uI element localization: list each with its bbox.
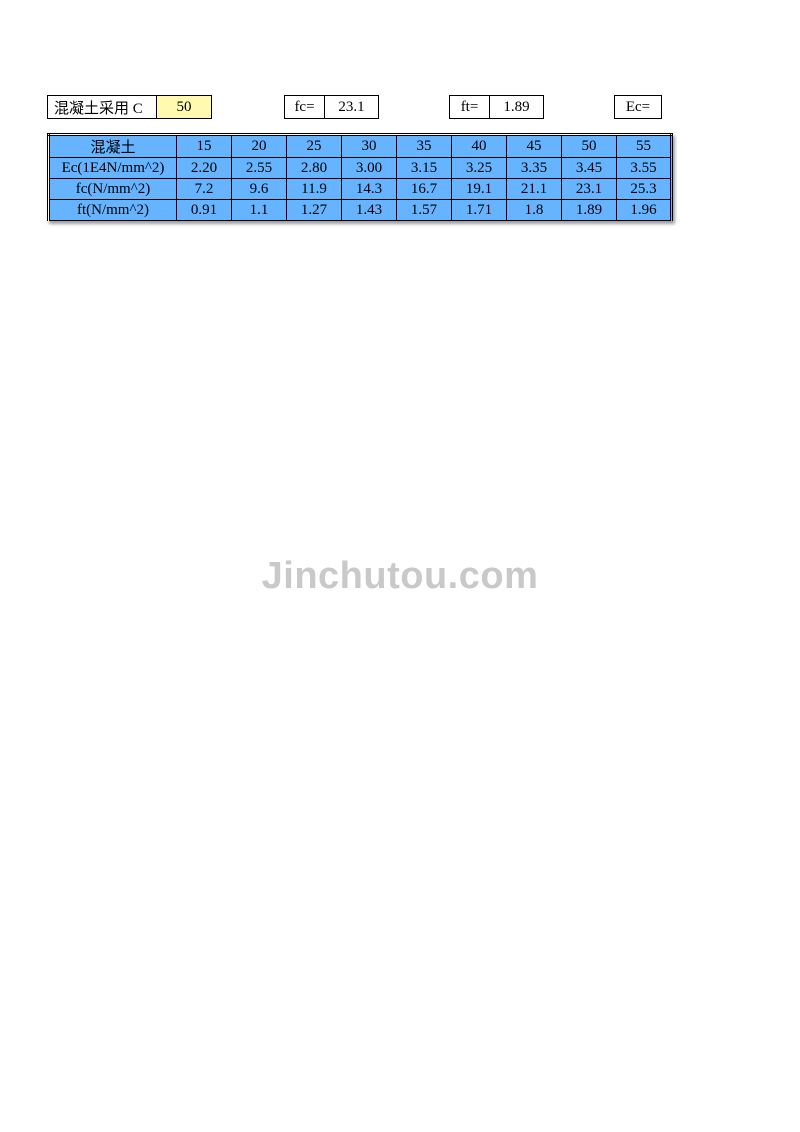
table-header-cell: 20 (232, 135, 287, 158)
table-cell: 21.1 (507, 179, 562, 200)
table-cell: 1.89 (562, 200, 617, 221)
table-cell: 3.15 (397, 158, 452, 179)
ft-label: ft= (449, 95, 489, 119)
table-cell: 11.9 (287, 179, 342, 200)
table-cell: 1.43 (342, 200, 397, 221)
table-header-cell: 25 (287, 135, 342, 158)
table-cell: 1.8 (507, 200, 562, 221)
concrete-grade-input[interactable]: 50 (157, 95, 212, 119)
fc-label: fc= (284, 95, 324, 119)
table-cell: 1.71 (452, 200, 507, 221)
table-cell: 14.3 (342, 179, 397, 200)
table-header-cell: 55 (617, 135, 672, 158)
input-row: 混凝土采用 C 50 fc= 23.1 ft= 1.89 Ec= (47, 95, 800, 119)
table-cell: 16.7 (397, 179, 452, 200)
table-row-label: Ec(1E4N/mm^2) (49, 158, 177, 179)
table-cell: 3.55 (617, 158, 672, 179)
table-cell: 1.96 (617, 200, 672, 221)
ft-value: 1.89 (489, 95, 544, 119)
table-cell: 3.25 (452, 158, 507, 179)
concrete-properties-table: 混凝土152025303540455055Ec(1E4N/mm^2)2.202.… (47, 133, 673, 221)
table-header-cell: 15 (177, 135, 232, 158)
table-header-cell: 45 (507, 135, 562, 158)
ec-label: Ec= (614, 95, 662, 119)
table-header-cell: 30 (342, 135, 397, 158)
table-header-cell: 35 (397, 135, 452, 158)
table-cell: 9.6 (232, 179, 287, 200)
table-header-label: 混凝土 (49, 135, 177, 158)
table-cell: 0.91 (177, 200, 232, 221)
table-header-cell: 40 (452, 135, 507, 158)
table-cell: 1.27 (287, 200, 342, 221)
table-header-cell: 50 (562, 135, 617, 158)
watermark: Jinchutou.com (0, 555, 800, 598)
table-cell: 3.45 (562, 158, 617, 179)
table-cell: 3.35 (507, 158, 562, 179)
table-cell: 2.55 (232, 158, 287, 179)
fc-value: 23.1 (324, 95, 379, 119)
table-cell: 1.57 (397, 200, 452, 221)
concrete-grade-label: 混凝土采用 C (47, 95, 157, 119)
table-row-label: ft(N/mm^2) (49, 200, 177, 221)
table-cell: 2.80 (287, 158, 342, 179)
table-cell: 1.1 (232, 200, 287, 221)
table-cell: 7.2 (177, 179, 232, 200)
table-cell: 25.3 (617, 179, 672, 200)
table-cell: 23.1 (562, 179, 617, 200)
table-row-label: fc(N/mm^2) (49, 179, 177, 200)
table-cell: 2.20 (177, 158, 232, 179)
table-cell: 19.1 (452, 179, 507, 200)
table-cell: 3.00 (342, 158, 397, 179)
